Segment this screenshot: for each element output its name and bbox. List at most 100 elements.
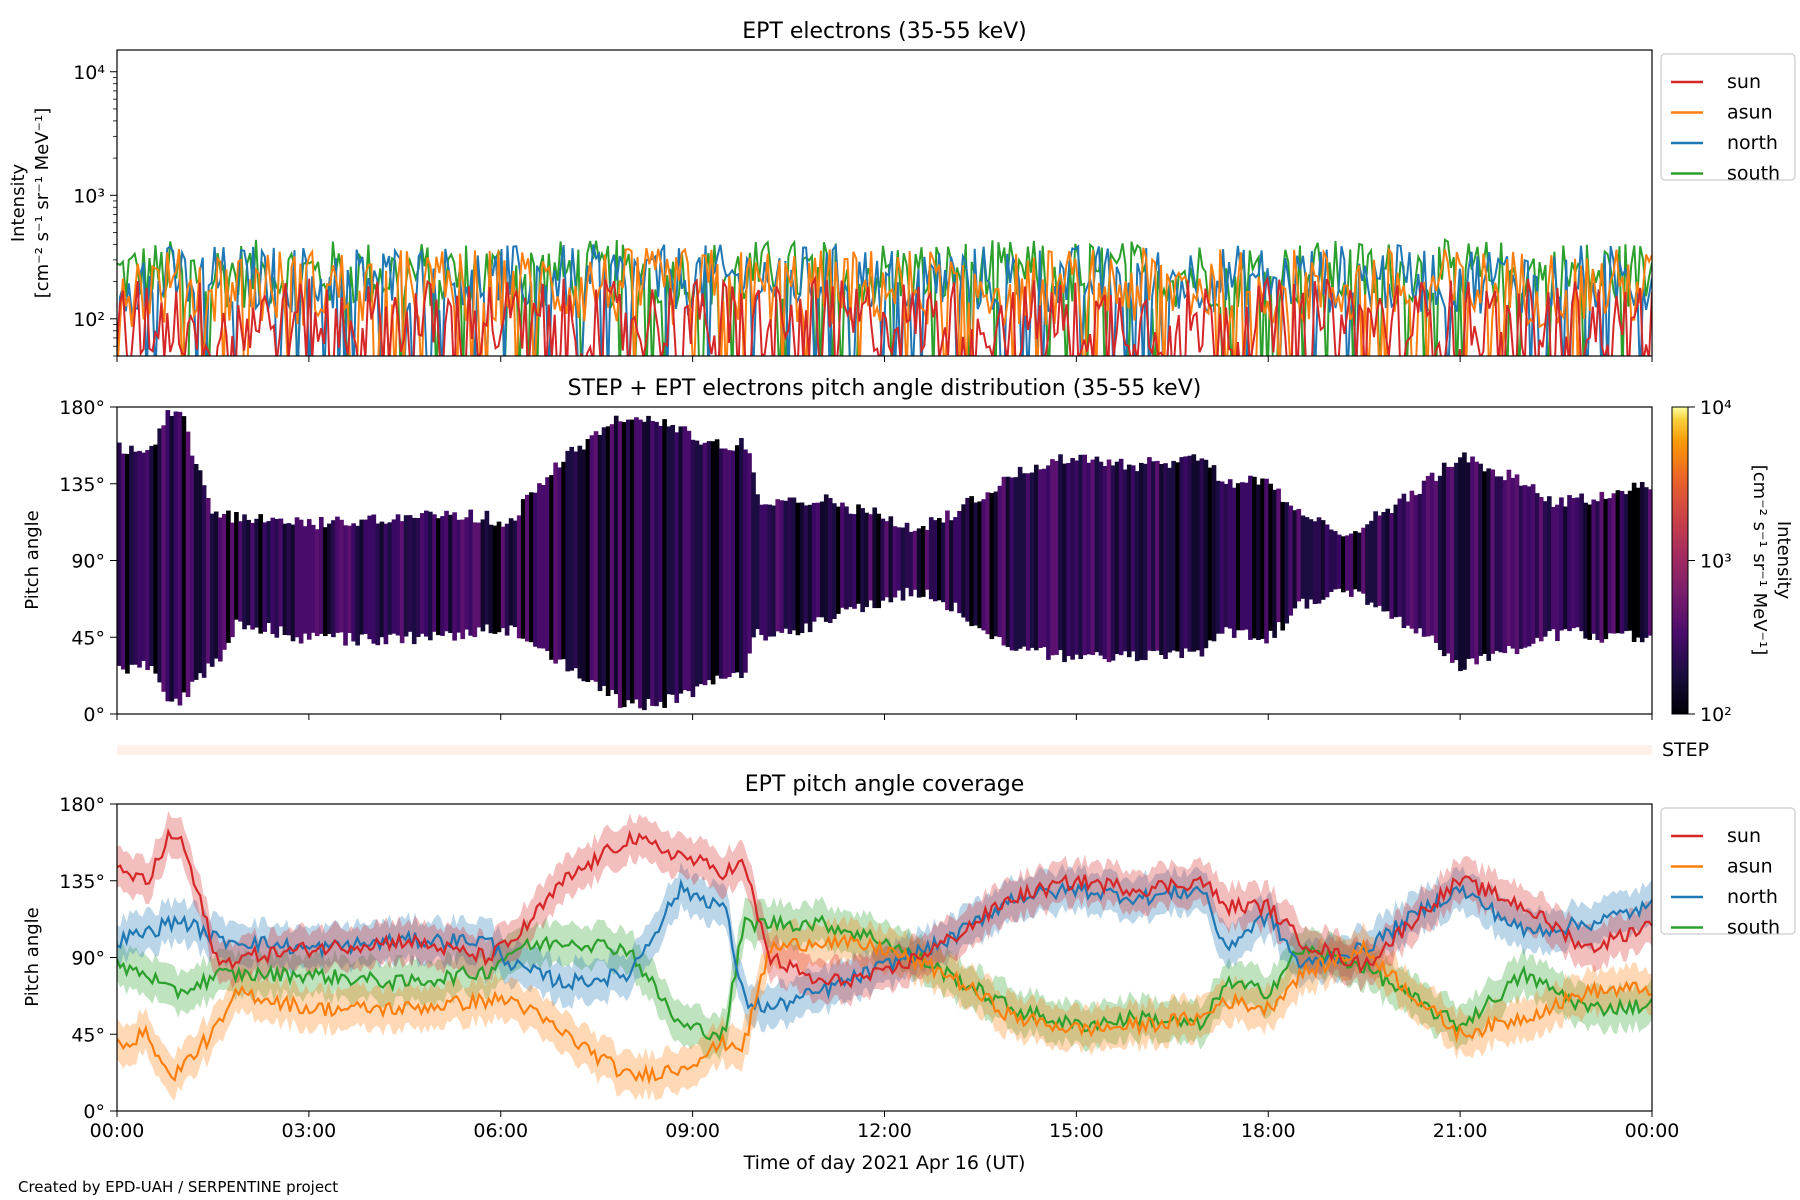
pad-cell <box>876 513 882 609</box>
pad-cell <box>1074 460 1080 655</box>
pad-cell <box>642 421 647 711</box>
pad-cell <box>383 523 389 645</box>
pad-cell <box>181 416 187 693</box>
pad-cell <box>525 494 530 642</box>
pad-cell <box>1211 465 1217 642</box>
pad-cell <box>529 492 534 643</box>
pad-cell <box>1098 461 1104 656</box>
pad-cell <box>621 422 627 708</box>
panel-intensity: EPT electrons (35-55 keV) 10² 10³ 10⁴ Inte… <box>8 19 1796 362</box>
pad-cell <box>1365 524 1370 605</box>
pad-cell <box>1183 456 1189 649</box>
pad-cell <box>1494 476 1500 651</box>
pad-cell <box>205 498 211 664</box>
pad-cell <box>706 441 712 681</box>
pad-cell <box>1223 483 1229 628</box>
pad-cell <box>1042 468 1047 648</box>
pad-cell <box>1276 488 1281 623</box>
pad-cell <box>775 499 781 632</box>
pad-cell <box>755 494 760 630</box>
pad-cell <box>254 518 259 628</box>
pad-cell <box>1187 455 1193 652</box>
x-tick-label: 00:00 <box>90 1120 145 1142</box>
pad-cell <box>234 512 239 620</box>
pad-cell <box>1623 494 1629 632</box>
pad-cell <box>662 419 667 708</box>
pad-cell <box>1304 517 1310 609</box>
pad-cell <box>1066 463 1071 657</box>
pad-cell <box>605 426 611 696</box>
pad-cell <box>407 515 413 632</box>
pad-cell <box>1373 511 1378 608</box>
colorbar-tick-label: 10⁴ <box>1700 397 1732 419</box>
pad-cell <box>359 519 365 635</box>
pad-cell <box>1215 480 1221 634</box>
pad-cell <box>1163 463 1168 659</box>
pad-cell <box>597 434 603 692</box>
pad-cell <box>1167 467 1172 653</box>
pad-cell <box>1369 520 1374 603</box>
pad-cell <box>1203 459 1209 649</box>
step-strip <box>117 745 1652 755</box>
pad-cell <box>363 519 369 634</box>
pad-cell <box>1425 475 1431 637</box>
colorbar-ticks: 10² 10³ 10⁴ <box>1688 397 1732 726</box>
pad-cell <box>1510 477 1516 649</box>
pad-cell <box>1389 513 1395 619</box>
pad-cell <box>314 529 320 637</box>
pad-cell <box>735 445 740 673</box>
pad-cell <box>626 419 631 701</box>
pad-cell <box>985 492 991 635</box>
pad-ylabel: Pitch angle <box>22 510 43 609</box>
pad-cell <box>339 519 344 633</box>
y-tick-label: 90° <box>71 551 105 573</box>
pad-cell <box>1397 498 1403 617</box>
pad-cell <box>1603 498 1609 640</box>
pad-cell <box>242 514 247 630</box>
pad-cell <box>1635 487 1641 638</box>
pad-cell <box>965 497 970 622</box>
pad-cell <box>747 453 752 654</box>
y-tick-label: 10⁴ <box>73 62 105 84</box>
pad-cell <box>1462 452 1467 670</box>
pad-cell <box>1199 458 1205 657</box>
pad-cell <box>1227 479 1233 629</box>
pad-cell <box>573 451 579 669</box>
coverage-x-ticks: 00:00 03:00 06:00 09:00 12:00 15:00 18:00 21:00… <box>90 1111 1679 1142</box>
pad-cell <box>714 439 720 676</box>
pad-cell <box>957 511 962 614</box>
pad-cell <box>924 529 930 590</box>
pad-cell <box>302 526 308 634</box>
panel-coverage-title: EPT pitch angle coverage <box>745 772 1025 797</box>
pad-cell <box>1401 493 1407 628</box>
pad-cell <box>323 527 328 637</box>
pad-cell <box>941 522 946 603</box>
pad-cell <box>1191 454 1197 652</box>
pad-cell <box>823 494 829 622</box>
pad-cell <box>1534 493 1540 638</box>
pad-cell <box>561 461 566 660</box>
pad-cell <box>165 410 171 702</box>
pad-cell <box>933 520 938 602</box>
pad-cell <box>1207 467 1213 641</box>
pad-cell <box>1021 473 1027 647</box>
pad-cell <box>1175 462 1180 652</box>
pad-cell <box>1381 512 1387 612</box>
pad-cell <box>153 444 159 674</box>
pad-cell <box>258 514 264 634</box>
pad-cell <box>1551 506 1556 630</box>
panel-pad: STEP + EPT electrons pitch angle distrib… <box>22 376 1794 761</box>
pad-cell <box>1130 465 1136 652</box>
pad-cell <box>145 450 150 670</box>
pad-cell <box>682 426 688 691</box>
pad-cell <box>868 514 873 601</box>
panel-pad-title: STEP + EPT electrons pitch angle distrib… <box>568 376 1202 401</box>
pad-cell <box>949 520 954 612</box>
pad-cell <box>977 501 983 629</box>
pad-cell <box>1219 481 1225 634</box>
pad-cell <box>763 504 768 641</box>
pad-cell <box>379 521 385 638</box>
legend-label-asun: asun <box>1727 856 1773 878</box>
pad-cell <box>213 511 219 659</box>
pad-cell <box>1567 495 1572 632</box>
